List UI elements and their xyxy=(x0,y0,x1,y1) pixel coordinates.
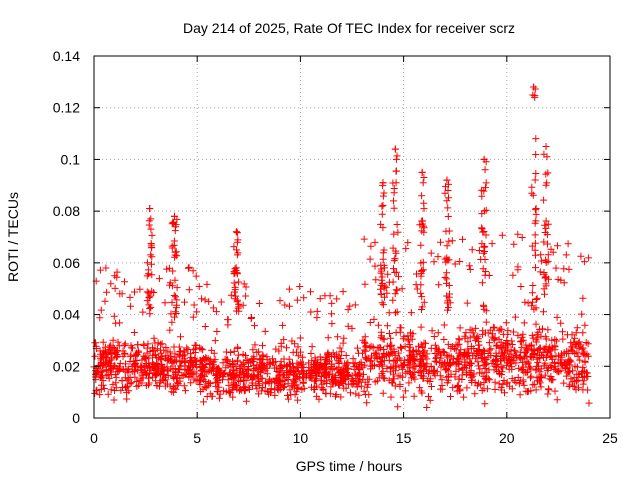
y-tick-label: 0.02 xyxy=(53,358,80,374)
peak-point xyxy=(379,179,387,187)
y-tick-label: 0.08 xyxy=(53,203,80,219)
peak-point xyxy=(480,155,488,163)
y-tick-label: 0 xyxy=(72,410,80,426)
y-tick-label: 0.06 xyxy=(53,255,80,271)
axis-ticks: 0 5 10 15 20 25 0 0.02 0.04 0.06 0.08 0.1 0.12 0.14 xyxy=(53,48,618,446)
scatter-markers xyxy=(90,83,593,411)
peak-point xyxy=(232,228,240,236)
peak-point xyxy=(170,212,178,220)
y-axis-label: ROTI / TECUs xyxy=(5,192,21,282)
peak-point xyxy=(542,143,550,150)
y-tick-label: 0.1 xyxy=(61,151,81,167)
x-tick-label: 0 xyxy=(90,430,98,446)
y-tick-label: 0.14 xyxy=(53,48,80,64)
chart-title: Day 214 of 2025, Rate Of TEC Index for r… xyxy=(183,20,515,36)
plot-frame xyxy=(93,55,611,419)
x-axis-label: GPS time / hours xyxy=(296,458,403,474)
x-tick-label: 20 xyxy=(499,430,515,446)
x-tick-label: 10 xyxy=(293,430,309,446)
y-tick-label: 0.04 xyxy=(53,307,80,323)
peak-point xyxy=(530,83,538,91)
x-tick-label: 5 xyxy=(193,430,201,446)
x-tick-label: 15 xyxy=(396,430,412,446)
peak-point xyxy=(443,176,451,184)
x-tick-label: 25 xyxy=(602,430,618,446)
data-points xyxy=(90,83,593,411)
peak-point xyxy=(391,145,399,153)
grid-lines xyxy=(94,56,610,418)
peak-point xyxy=(418,168,426,176)
y-tick-label: 0.12 xyxy=(53,100,80,116)
peak-point xyxy=(146,205,154,213)
